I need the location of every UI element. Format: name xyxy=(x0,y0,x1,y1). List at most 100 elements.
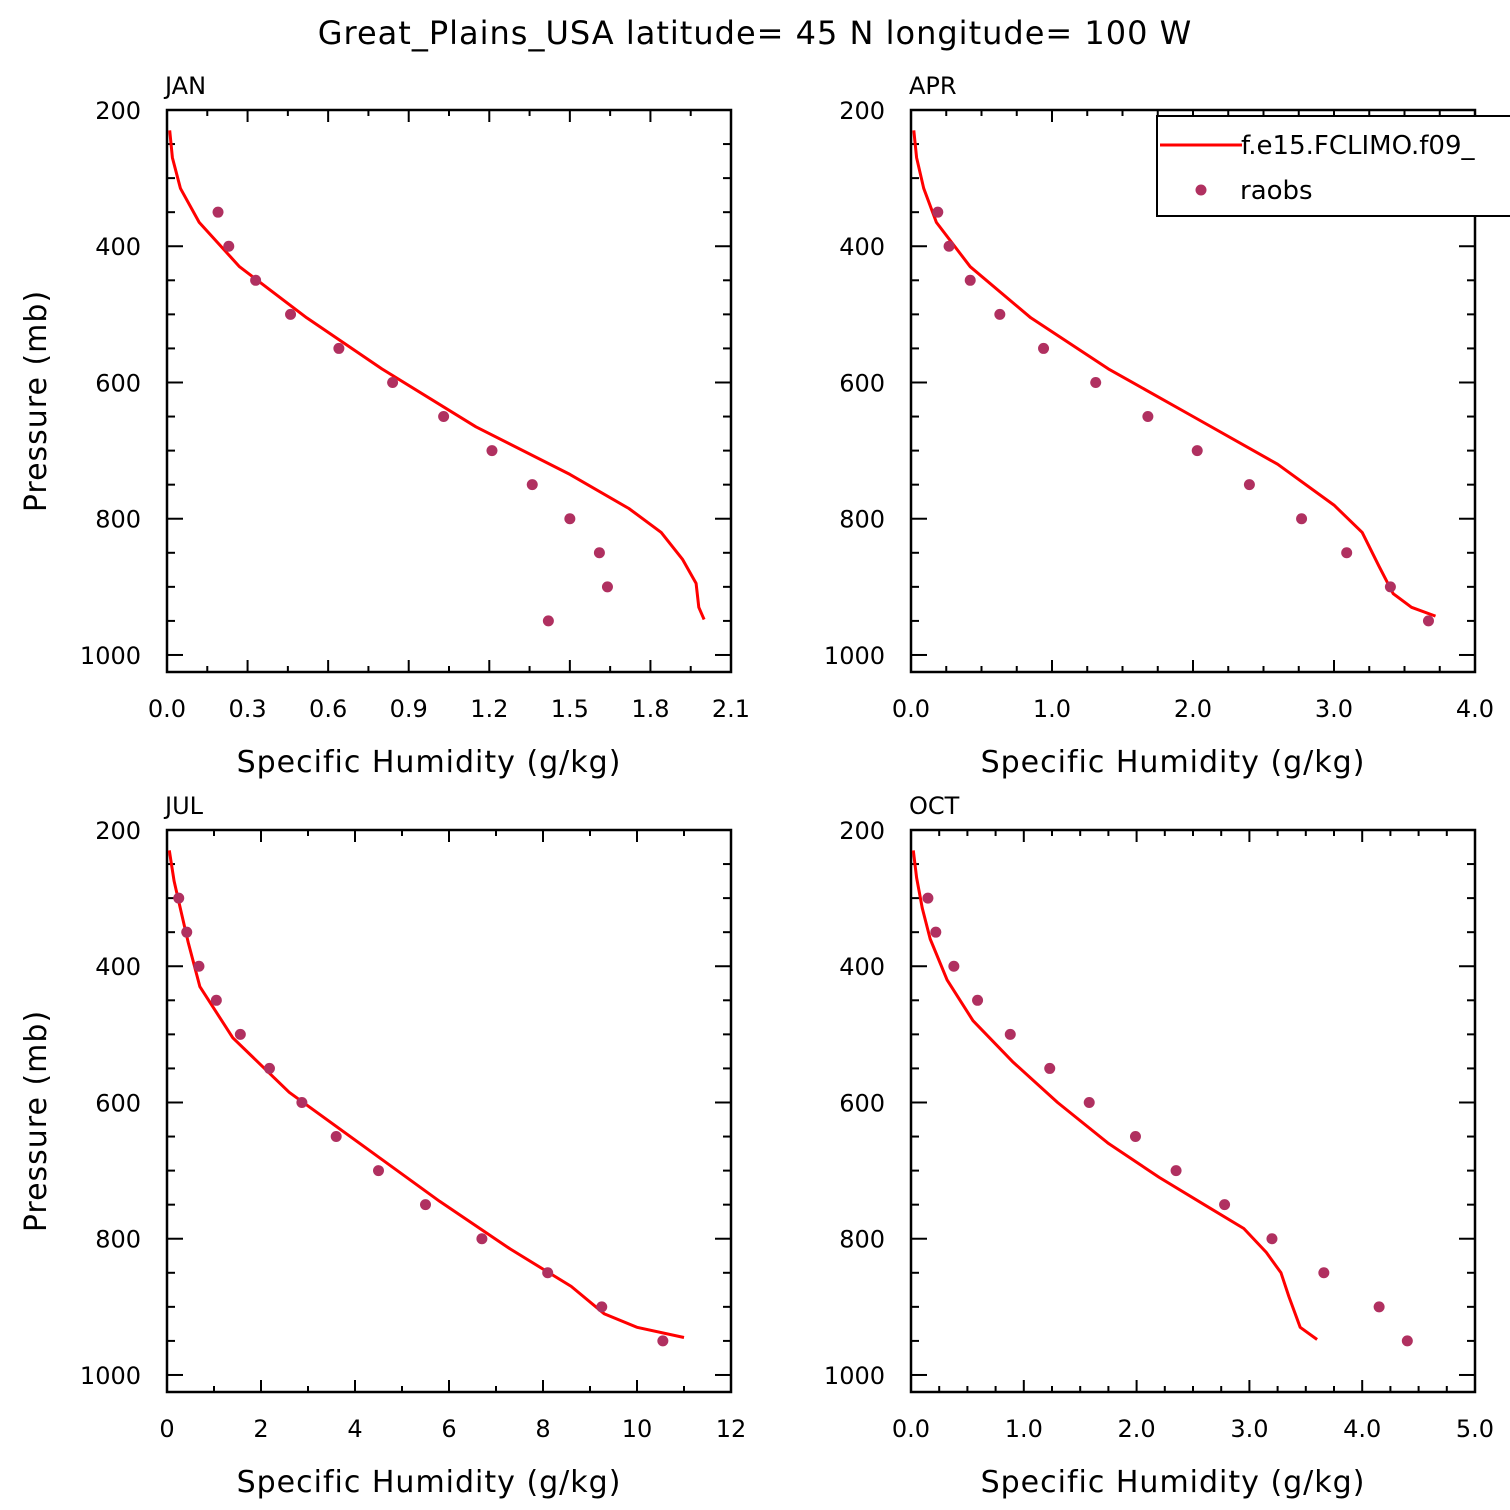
raobs-point xyxy=(593,547,605,559)
x-axis-label: Specific Humidity (g/kg) xyxy=(237,745,622,780)
raobs-point xyxy=(930,926,942,938)
x-tick-label: 2 xyxy=(253,1415,268,1443)
y-axis-label: Pressure (mb) xyxy=(19,1010,54,1232)
raobs-point xyxy=(212,206,224,218)
raobs-point xyxy=(387,376,399,388)
raobs-point xyxy=(1318,1267,1330,1279)
raobs-point xyxy=(333,342,345,354)
x-tick-label: 1.8 xyxy=(631,695,669,723)
panel-label: APR xyxy=(909,72,957,100)
x-axis-label: Specific Humidity (g/kg) xyxy=(981,1465,1366,1500)
y-tick-label: 400 xyxy=(839,953,885,981)
raobs-point xyxy=(922,892,934,904)
raobs-point xyxy=(1083,1096,1095,1108)
raobs-point xyxy=(420,1199,431,1211)
y-tick-label: 200 xyxy=(839,97,885,125)
x-tick-label: 3.0 xyxy=(1315,695,1353,723)
x-tick-label: 0.3 xyxy=(228,695,266,723)
raobs-point xyxy=(296,1096,308,1108)
raobs-point xyxy=(601,581,613,593)
raobs-point xyxy=(1219,1199,1231,1211)
raobs-point xyxy=(1142,411,1154,423)
raobs-point xyxy=(1004,1028,1016,1040)
raobs-point xyxy=(1373,1301,1385,1313)
y-tick-label: 800 xyxy=(95,506,141,534)
raobs-point xyxy=(994,308,1006,320)
raobs-point xyxy=(932,206,944,218)
raobs-point xyxy=(193,960,205,972)
panel-jul: JUL 0 2 4 6 8 10 12 200 400 600 800 1000 Specific Hum… xyxy=(19,792,746,1500)
raobs-point xyxy=(1266,1233,1278,1245)
x-tick-label: 1.0 xyxy=(1005,1415,1043,1443)
raobs-point xyxy=(526,479,538,491)
raobs-point xyxy=(1401,1335,1413,1347)
plot-frame xyxy=(909,828,1477,1394)
x-tick-label: 3.0 xyxy=(1230,1415,1268,1443)
x-tick-label: 1.2 xyxy=(470,695,508,723)
plot-frame xyxy=(165,108,733,674)
raobs-point xyxy=(476,1233,488,1245)
y-tick-label: 600 xyxy=(839,1089,885,1117)
raobs-point xyxy=(564,513,576,525)
model-line xyxy=(167,850,685,1339)
x-tick-label: 6 xyxy=(441,1415,456,1443)
panel-apr: APR 0.0 1.0 2.0 3.0 4.0 200 400 600 800 1000 Specif… xyxy=(824,72,1510,780)
x-tick-label: 2.0 xyxy=(1118,1415,1156,1443)
x-tick-label: 0.9 xyxy=(390,695,428,723)
y-tick-label: 200 xyxy=(95,817,141,845)
panels: JAN 0.0 0.3 0.6 0.9 1.2 1.5 1.8 2.1 200 400 600 800 1… xyxy=(19,72,1510,1500)
x-tick-label: 2.1 xyxy=(712,695,750,723)
raobs-point xyxy=(486,445,498,457)
y-tick-label: 1000 xyxy=(824,1362,885,1390)
y-tick-label: 1000 xyxy=(80,642,141,670)
y-tick-label: 1000 xyxy=(824,642,885,670)
model-line xyxy=(911,850,1318,1341)
data-layer xyxy=(912,130,1437,627)
figure-title: Great_Plains_USA latitude= 45 N longitud… xyxy=(318,14,1193,52)
data-layer xyxy=(167,850,685,1347)
y-tick-label: 200 xyxy=(95,97,141,125)
x-axis-label: Specific Humidity (g/kg) xyxy=(981,745,1366,780)
y-tick-label: 800 xyxy=(839,1226,885,1254)
x-tick-label: 4 xyxy=(347,1415,362,1443)
x-tick-label: 4.0 xyxy=(1343,1415,1381,1443)
y-tick-label: 400 xyxy=(95,233,141,261)
y-tick-label: 800 xyxy=(839,506,885,534)
y-tick-label: 600 xyxy=(95,369,141,397)
legend-box xyxy=(1156,115,1510,217)
x-tick-label: 10 xyxy=(622,1415,653,1443)
raobs-point xyxy=(948,960,960,972)
raobs-point xyxy=(657,1335,669,1347)
x-tick-label: 12 xyxy=(716,1415,747,1443)
panel-label: JUL xyxy=(163,792,204,820)
x-axis-label: Specific Humidity (g/kg) xyxy=(237,1465,622,1500)
raobs-point xyxy=(373,1165,384,1177)
y-tick-label: 1000 xyxy=(80,1362,141,1390)
y-tick-label: 600 xyxy=(839,369,885,397)
raobs-point xyxy=(1129,1131,1141,1143)
raobs-point xyxy=(210,994,222,1006)
raobs-point xyxy=(1170,1165,1182,1177)
x-tick-label: 0 xyxy=(159,1415,174,1443)
raobs-point xyxy=(438,411,450,423)
raobs-point xyxy=(1191,445,1203,457)
panel-label: JAN xyxy=(163,72,206,100)
raobs-point xyxy=(1090,376,1102,388)
raobs-point xyxy=(542,1267,554,1279)
x-tick-label: 0.0 xyxy=(892,695,930,723)
panel-label: OCT xyxy=(909,792,960,820)
raobs-point xyxy=(234,1028,246,1040)
y-tick-label: 400 xyxy=(95,953,141,981)
x-tick-label: 5.0 xyxy=(1456,1415,1494,1443)
raobs-point xyxy=(1296,513,1308,525)
x-tick-label: 1.5 xyxy=(551,695,589,723)
plot-frame xyxy=(909,108,1477,674)
x-tick-label: 0.0 xyxy=(892,1415,930,1443)
x-tick-label: 8 xyxy=(535,1415,550,1443)
raobs-point xyxy=(1044,1062,1056,1074)
raobs-point xyxy=(250,274,262,286)
y-tick-label: 600 xyxy=(95,1089,141,1117)
raobs-point xyxy=(964,274,976,286)
x-tick-label: 4.0 xyxy=(1456,695,1494,723)
